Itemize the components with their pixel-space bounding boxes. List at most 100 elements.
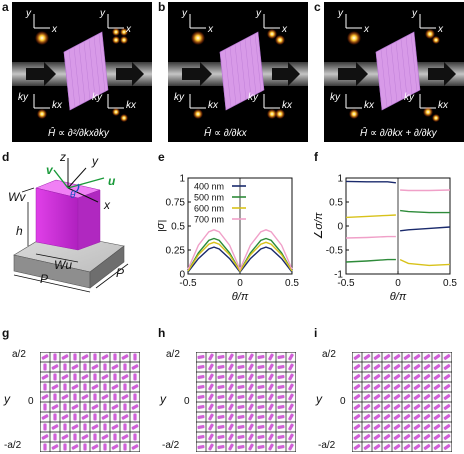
label-y: y xyxy=(25,8,32,19)
g-ylabel-top: a/2 xyxy=(12,349,26,360)
intensity-spot xyxy=(432,114,440,122)
nanopillar-cell xyxy=(81,414,89,420)
nanopillar-cell xyxy=(121,434,129,440)
h-ylabel-mid: 0 xyxy=(184,396,190,407)
nanopillar-cell xyxy=(131,404,139,410)
y-tick-label: -0.5 xyxy=(326,246,344,257)
intensity-spot xyxy=(267,29,277,39)
nanopillar-cell xyxy=(277,404,285,410)
panel-letter-h: h xyxy=(158,326,166,340)
panel-b-image: y x y x ky kx ky kx Ĥ ∝ ∂/∂kx xyxy=(168,2,308,142)
nanopillar-cell xyxy=(197,364,205,370)
nanopillar-cell xyxy=(383,354,391,360)
nanopillar-cell xyxy=(288,373,294,381)
slab-gridline xyxy=(93,36,101,95)
nanopillar-cell xyxy=(393,384,401,390)
metasurface-grid-i xyxy=(352,352,452,452)
nanopillar-cell xyxy=(91,424,99,430)
nanopillar-cell xyxy=(433,434,441,440)
label-x-axis: x xyxy=(104,198,110,212)
nanopillar-cell xyxy=(43,423,47,431)
intensity-spot xyxy=(35,31,49,45)
nanopillar-cell xyxy=(248,423,254,431)
nanopillar-cell xyxy=(133,413,137,421)
nanopillar-cell xyxy=(217,364,225,370)
panel-letter-e: e xyxy=(158,150,165,164)
nanopillar-cell xyxy=(443,404,451,410)
optics-scene: y x y x ky kx ky kx Ĥ ∝ ∂/∂kx + ∂/∂ky xyxy=(324,8,464,139)
nanopillar-cell xyxy=(257,354,265,360)
nanopillar-cell xyxy=(71,404,79,410)
nanopillar-cell xyxy=(353,444,361,450)
series-line xyxy=(399,258,451,267)
nanopillar-cell xyxy=(41,394,49,400)
slab-gridline xyxy=(219,51,227,111)
nanopillar-cell xyxy=(403,444,411,450)
nanopillar-cell xyxy=(217,374,225,380)
x-tick-label: -0.5 xyxy=(337,278,355,289)
nanopillar-cell xyxy=(373,374,381,380)
nanopillar-cell xyxy=(73,433,77,441)
label-y: y xyxy=(411,8,418,19)
nanopillar-cell xyxy=(217,424,225,430)
nanopillar-cell xyxy=(363,424,371,430)
y-tick-label: 0 xyxy=(179,270,185,281)
nanopillar-cell xyxy=(288,363,294,371)
nanopillar-cell xyxy=(131,364,139,370)
nanopillar-cell xyxy=(257,404,265,410)
nanopillar-cell xyxy=(93,413,97,421)
nanopillar-cell xyxy=(257,424,265,430)
nanopillar-cell xyxy=(363,404,371,410)
unit-cell-schematic xyxy=(13,158,129,293)
slab-gridline xyxy=(229,46,237,105)
nanopillar-cell xyxy=(277,394,285,400)
transmitted-arrow-icon xyxy=(428,62,456,86)
y-tick-label: 0.75 xyxy=(166,198,186,209)
slab-gridline xyxy=(68,49,76,108)
nanopillar-cell xyxy=(113,353,117,361)
nanopillar-cell xyxy=(277,374,285,380)
intensity-spot xyxy=(432,36,440,44)
label-kx: kx xyxy=(52,100,63,111)
nanopillar xyxy=(35,179,101,251)
nanopillar-cell xyxy=(373,384,381,390)
nanopillar-cell xyxy=(403,414,411,420)
nanopillar-cell xyxy=(288,413,294,421)
nanopillar-cell xyxy=(123,443,127,451)
nanopillar-cell xyxy=(121,354,129,360)
intensity-spot xyxy=(349,109,359,119)
nanopillar-cell xyxy=(133,373,137,381)
nanopillar-cell xyxy=(51,384,59,390)
nanopillar-cell xyxy=(443,394,451,400)
y-axis-label: |σ| xyxy=(158,220,167,232)
nanopillar-cell xyxy=(228,423,234,431)
nanopillar-cell xyxy=(83,443,87,451)
nanopillar-cell xyxy=(248,383,254,391)
incident-arrow-icon xyxy=(26,62,56,86)
nanopillar-cell xyxy=(197,444,205,450)
nanopillar-cell xyxy=(111,444,119,450)
nanopillar-cell xyxy=(133,353,137,361)
nanopillar-cell xyxy=(63,443,67,451)
slab-gridline xyxy=(78,44,86,103)
label-kx: kx xyxy=(126,100,137,111)
nanopillar-cell xyxy=(363,414,371,420)
nanopillar-cell xyxy=(208,373,214,381)
intensity-spot xyxy=(275,109,285,119)
nanopillar-cell xyxy=(423,404,431,410)
nanopillar-cell xyxy=(353,414,361,420)
nanopillar-cell xyxy=(383,414,391,420)
g-ylabel-bottom: -a/2 xyxy=(4,440,22,451)
nanopillar-cell xyxy=(237,384,245,390)
nanopillar-cell xyxy=(257,394,265,400)
rotated-axes xyxy=(53,169,105,193)
label-ky: ky xyxy=(330,92,341,103)
nanopillar-cell xyxy=(53,433,57,441)
nanopillar-cell xyxy=(237,374,245,380)
nanopillar-cell xyxy=(228,433,234,441)
nanopillar-cell xyxy=(248,373,254,381)
slab-gridline xyxy=(410,33,418,92)
nanopillar-cell xyxy=(111,384,119,390)
nanopillar-cell xyxy=(257,444,265,450)
y-tick-label: -1 xyxy=(334,270,343,281)
